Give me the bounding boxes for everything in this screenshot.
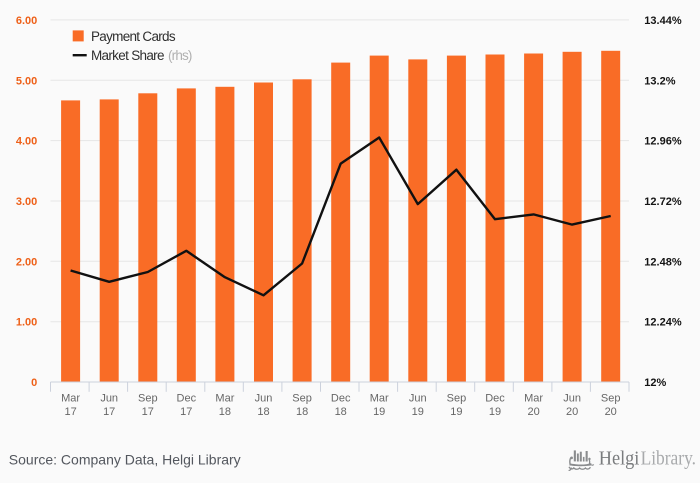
svg-text:19: 19: [489, 406, 501, 418]
svg-text:Mar: Mar: [370, 393, 389, 405]
svg-text:4.00: 4.00: [16, 136, 37, 148]
svg-text:19: 19: [412, 406, 424, 418]
svg-text:19: 19: [373, 406, 385, 418]
svg-text:(rhs): (rhs): [168, 48, 192, 63]
svg-text:13.44%: 13.44%: [644, 15, 682, 27]
svg-text:Library.: Library.: [641, 448, 696, 470]
svg-text:Helgi: Helgi: [599, 448, 640, 470]
svg-text:Payment Cards: Payment Cards: [91, 29, 176, 44]
svg-text:17: 17: [142, 406, 154, 418]
svg-text:12.72%: 12.72%: [644, 196, 682, 208]
svg-text:Jun: Jun: [255, 393, 273, 405]
svg-text:Dec: Dec: [331, 393, 351, 405]
svg-text:5.00: 5.00: [16, 75, 37, 87]
svg-text:Mar: Mar: [215, 393, 234, 405]
svg-text:13.2%: 13.2%: [644, 75, 675, 87]
svg-text:Jun: Jun: [563, 393, 581, 405]
svg-text:20: 20: [566, 406, 578, 418]
svg-text:Market Share: Market Share: [91, 48, 165, 63]
svg-text:0: 0: [31, 377, 37, 389]
svg-text:Mar: Mar: [524, 393, 543, 405]
svg-text:12.24%: 12.24%: [644, 317, 682, 329]
svg-text:Sep: Sep: [601, 393, 621, 405]
svg-text:Dec: Dec: [177, 393, 197, 405]
svg-text:17: 17: [103, 406, 115, 418]
svg-text:18: 18: [257, 406, 269, 418]
svg-text:Sep: Sep: [447, 393, 467, 405]
svg-text:20: 20: [605, 406, 617, 418]
svg-text:Jun: Jun: [409, 393, 427, 405]
svg-text:Sep: Sep: [138, 393, 158, 405]
svg-text:12.48%: 12.48%: [644, 256, 682, 268]
svg-text:1.00: 1.00: [16, 317, 37, 329]
svg-text:Source: Company Data, Helgi Li: Source: Company Data, Helgi Library: [9, 452, 241, 468]
svg-text:18: 18: [219, 406, 231, 418]
svg-text:Sep: Sep: [292, 393, 312, 405]
svg-text:17: 17: [180, 406, 192, 418]
svg-text:18: 18: [335, 406, 347, 418]
svg-text:Jun: Jun: [100, 393, 118, 405]
svg-text:17: 17: [64, 406, 76, 418]
svg-text:Dec: Dec: [485, 393, 505, 405]
svg-text:3.00: 3.00: [16, 196, 37, 208]
svg-text:6.00: 6.00: [16, 15, 37, 27]
svg-text:18: 18: [296, 406, 308, 418]
svg-text:12.96%: 12.96%: [644, 136, 682, 148]
svg-text:12%: 12%: [644, 377, 666, 389]
svg-text:19: 19: [450, 406, 462, 418]
svg-text:20: 20: [527, 406, 539, 418]
svg-text:2.00: 2.00: [16, 256, 37, 268]
svg-text:Mar: Mar: [61, 393, 80, 405]
